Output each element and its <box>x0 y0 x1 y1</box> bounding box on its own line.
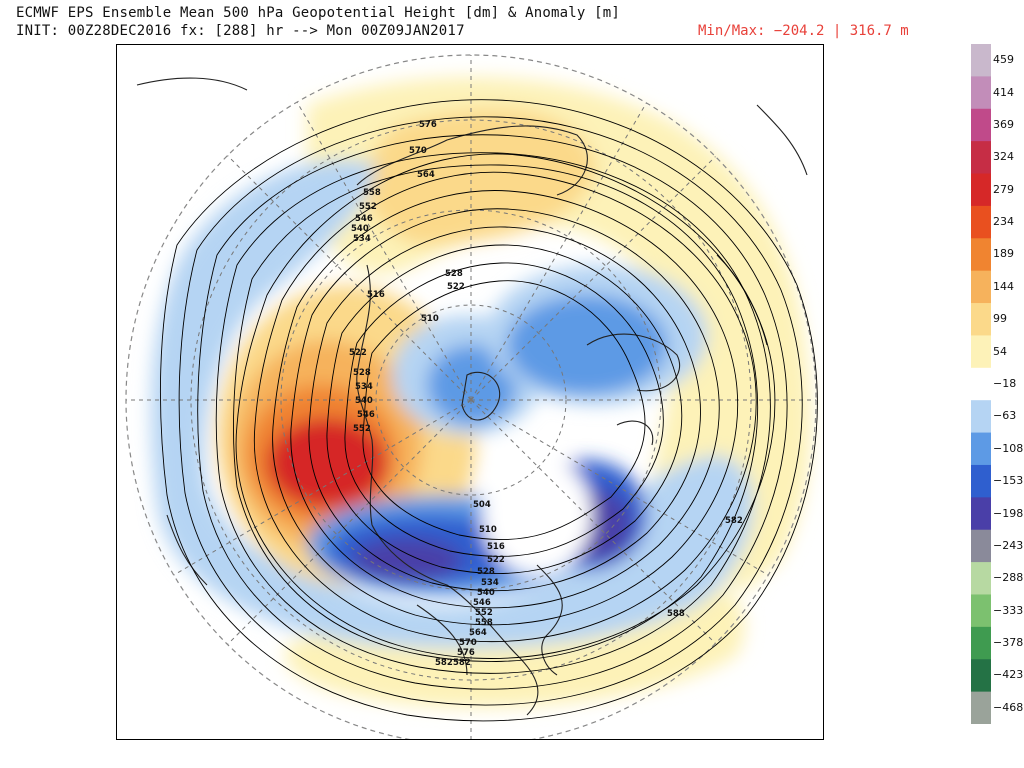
contour-label: 540 <box>351 224 369 234</box>
contour-label: 534 <box>353 234 371 244</box>
legend-label: −423 <box>993 668 1024 682</box>
contour-label: 522 <box>487 555 505 565</box>
legend-label: 324 <box>993 150 1014 164</box>
map-panel: 576 570 564 558 552 546 540 534 528 522 516 510 522 5… <box>116 44 824 740</box>
contour-label: 516 <box>487 542 505 552</box>
legend-swatch <box>971 108 991 142</box>
legend-swatch <box>971 335 991 369</box>
contour-label: 522 <box>447 282 465 292</box>
legend-label: 189 <box>993 247 1014 261</box>
contour-label: 534 <box>481 578 499 588</box>
contour-label: 564 <box>417 170 435 180</box>
legend-label: −378 <box>993 636 1024 650</box>
legend-swatch <box>971 400 991 434</box>
legend-label: 234 <box>993 215 1014 229</box>
contour-label: 576 <box>457 648 475 658</box>
legend-swatch <box>971 594 991 628</box>
contour-label: 510 <box>479 525 497 535</box>
contour-label: 546 <box>355 214 373 224</box>
legend-swatch <box>971 173 991 207</box>
legend-label: 279 <box>993 182 1014 196</box>
legend-swatch <box>971 205 991 239</box>
contour-label: 516 <box>367 290 385 300</box>
contour-label: 552 <box>359 202 377 212</box>
contour-label: 570 <box>459 638 477 648</box>
legend-swatch <box>971 367 991 401</box>
contour-label: 540 <box>355 396 373 406</box>
min-max-readout: Min/Max: −204.2 | 316.7 m <box>698 23 909 39</box>
legend-swatch <box>971 497 991 531</box>
legend-label: −153 <box>993 474 1024 488</box>
contour-label: 576 <box>419 120 437 130</box>
legend-swatch <box>971 626 991 660</box>
legend-swatch <box>971 464 991 498</box>
contour-label: 540 <box>477 588 495 598</box>
legend-label: −333 <box>993 603 1024 617</box>
contour-label: 558 <box>475 618 493 628</box>
contour-label: 528 <box>477 567 495 577</box>
legend-swatch <box>971 432 991 466</box>
contour-label: 582 <box>453 658 471 668</box>
contour-label: 504 <box>473 500 491 510</box>
chart-title: ECMWF EPS Ensemble Mean 500 hPa Geopoten… <box>16 5 621 21</box>
legend-label: −288 <box>993 571 1024 585</box>
legend-label: 54 <box>993 344 1007 358</box>
legend-label: 414 <box>993 85 1014 99</box>
legend-label: 144 <box>993 279 1014 293</box>
contour-label: 552 <box>475 608 493 618</box>
init-forecast-line: INIT: 00Z28DEC2016 fx: [288] hr --> Mon … <box>16 23 465 39</box>
contour-label: 570 <box>409 146 427 156</box>
contour-label: 546 <box>357 410 375 420</box>
legend-swatch <box>971 270 991 304</box>
map-boundary <box>125 54 817 739</box>
legend-label: −468 <box>993 700 1024 714</box>
contour-label: 528 <box>445 269 463 279</box>
legend-swatch <box>971 659 991 693</box>
contour-label: 528 <box>353 368 371 378</box>
legend-label: −108 <box>993 441 1024 455</box>
legend-swatch <box>971 141 991 175</box>
legend-label: −18 <box>993 377 1017 390</box>
height-contours <box>160 99 818 722</box>
contour-label: 564 <box>469 628 487 638</box>
legend-label: −243 <box>993 538 1024 552</box>
legend-swatch <box>971 562 991 595</box>
polar-map: 5765705645585525465405345285225165105225… <box>125 54 818 739</box>
legend-swatch <box>971 303 991 336</box>
legend-swatch <box>971 44 991 77</box>
legend-swatch <box>971 76 991 110</box>
legend-swatch <box>971 529 991 563</box>
contour-label: 588 <box>667 609 685 619</box>
legend-label: 369 <box>993 117 1014 131</box>
legend-label: 99 <box>993 312 1007 326</box>
contour-labels: 5765705645585525465405345285225165105225… <box>349 120 743 668</box>
legend-swatch <box>971 238 991 272</box>
color-legend <box>971 44 991 724</box>
legend-label: 459 <box>993 53 1014 67</box>
legend-label: −198 <box>993 506 1024 520</box>
contour-label: 558 <box>363 188 381 198</box>
contour-label: 582 <box>435 658 453 668</box>
contour-label: 510 <box>421 314 439 324</box>
contour-label: 552 <box>353 424 371 434</box>
contour-label: 582 <box>725 516 743 526</box>
legend-label: −63 <box>993 409 1017 423</box>
contour-label: 546 <box>473 598 491 608</box>
contour-label: 522 <box>349 348 367 358</box>
contour-label: 534 <box>355 382 373 392</box>
legend-swatch <box>971 691 991 724</box>
